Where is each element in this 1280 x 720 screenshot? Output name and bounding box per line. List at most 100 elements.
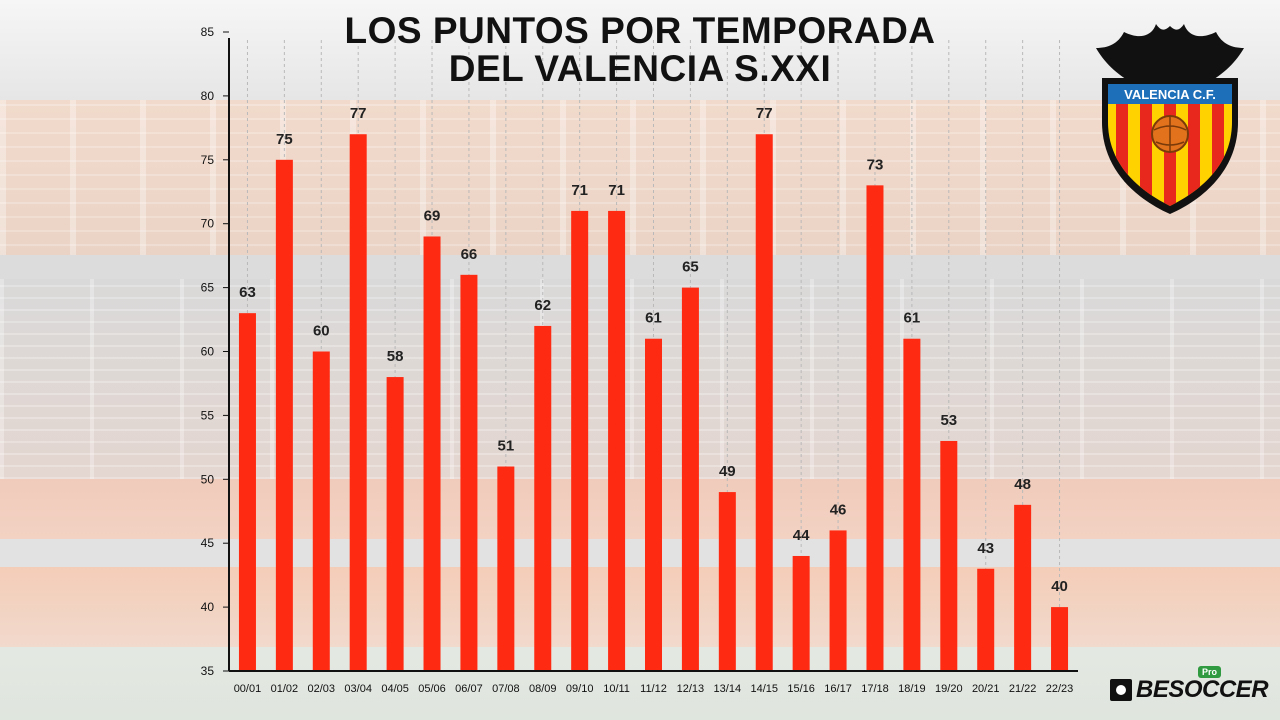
value-label: 75 <box>276 131 293 148</box>
bar <box>755 134 773 672</box>
value-label: 66 <box>461 246 478 263</box>
category-label: 13/14 <box>714 683 742 695</box>
value-label: 73 <box>867 156 884 173</box>
value-label: 77 <box>756 105 773 122</box>
bar <box>238 313 256 671</box>
y-tick-label: 55 <box>201 408 215 422</box>
category-label: 03/04 <box>344 683 372 695</box>
chart-title: LOS PUNTOS POR TEMPORADA DEL VALENCIA S.… <box>300 12 980 88</box>
value-label: 77 <box>350 105 367 122</box>
y-tick-label: 65 <box>201 281 215 295</box>
y-tick-label: 75 <box>201 153 215 167</box>
category-label: 12/13 <box>677 683 705 695</box>
category-label: 19/20 <box>935 683 963 695</box>
bar <box>977 568 995 671</box>
category-label: 06/07 <box>455 683 483 695</box>
category-label: 04/05 <box>381 683 409 695</box>
category-label: 11/12 <box>640 683 667 695</box>
besoccer-logo: BESOCCER Pro <box>1110 666 1269 704</box>
background-lower-stand <box>0 479 1280 539</box>
y-tick-label: 80 <box>201 89 215 103</box>
chart-title-line-2: DEL VALENCIA S.XXI <box>448 48 832 89</box>
bar <box>866 185 884 672</box>
y-tick-label: 70 <box>201 217 215 231</box>
category-label: 18/19 <box>898 683 926 695</box>
category-label: 21/22 <box>1009 683 1037 695</box>
value-label: 51 <box>498 438 515 455</box>
background-sky <box>0 0 1280 100</box>
bar <box>386 377 404 671</box>
bar <box>792 555 810 671</box>
bar <box>423 236 441 672</box>
background-upper-stand <box>0 100 1280 260</box>
value-label: 48 <box>1014 476 1031 493</box>
value-label: 61 <box>645 310 662 327</box>
category-label: 22/23 <box>1046 683 1074 695</box>
chart-title-line-1: LOS PUNTOS POR TEMPORADA <box>344 10 936 51</box>
bar <box>349 134 367 672</box>
bat-icon <box>1096 24 1244 84</box>
category-label: 14/15 <box>750 683 778 695</box>
value-label: 60 <box>313 323 330 340</box>
y-tick-label: 45 <box>201 536 215 550</box>
value-label: 61 <box>904 310 921 327</box>
background-middle-stand <box>0 279 1280 479</box>
category-label: 08/09 <box>529 683 557 695</box>
category-label: 16/17 <box>824 683 852 695</box>
value-label: 71 <box>571 182 588 199</box>
value-label: 40 <box>1051 578 1068 595</box>
category-label: 07/08 <box>492 683 520 695</box>
category-label: 17/18 <box>861 683 889 695</box>
y-tick-label: 35 <box>201 664 215 678</box>
category-label: 10/11 <box>603 683 630 695</box>
category-label: 09/10 <box>566 683 594 695</box>
category-label: 01/02 <box>271 683 299 695</box>
bar <box>571 210 589 672</box>
y-tick-label: 85 <box>201 25 215 39</box>
value-label: 53 <box>940 412 957 429</box>
value-label: 46 <box>830 501 847 518</box>
bar <box>460 274 478 671</box>
value-label: 71 <box>608 182 625 199</box>
value-label: 62 <box>534 297 551 314</box>
value-label: 69 <box>424 207 441 224</box>
x-tick-labels: 00/01 01/02 02/03 03/04 04/05 05/06 06/07 07/08… <box>234 683 1074 695</box>
category-label: 00/01 <box>234 683 262 695</box>
value-label: 49 <box>719 463 736 480</box>
bar <box>940 440 958 671</box>
brand-name: BESOCCER <box>1136 676 1269 703</box>
bar <box>681 287 699 671</box>
category-label: 15/16 <box>787 683 815 695</box>
value-labels: 63 75 60 77 58 69 66 51 62 71 71 61 65 49 77 44 46 73 61 53… <box>239 105 1068 595</box>
value-label: 65 <box>682 259 699 276</box>
value-label: 58 <box>387 348 404 365</box>
bar <box>534 325 552 671</box>
besoccer-mark-icon <box>1110 679 1132 701</box>
pro-badge: Pro <box>1198 666 1222 678</box>
bar <box>829 530 847 671</box>
bar <box>1014 504 1032 671</box>
bars <box>238 134 1069 672</box>
category-label: 02/03 <box>308 683 336 695</box>
bar <box>1051 607 1069 671</box>
crest-text: VALENCIA C.F. <box>1124 87 1216 102</box>
category-label: 20/21 <box>972 683 1000 695</box>
bar <box>275 159 293 672</box>
y-tick-label: 60 <box>201 345 215 359</box>
category-label: 05/06 <box>418 683 446 695</box>
background-band <box>0 255 1280 279</box>
bar <box>312 351 330 671</box>
value-label: 44 <box>793 527 810 544</box>
value-label: 43 <box>977 540 994 557</box>
background-ad-boards <box>0 539 1280 567</box>
value-label: 63 <box>239 284 256 301</box>
axes <box>223 31 1078 672</box>
y-tick-label: 40 <box>201 600 215 614</box>
bar <box>608 210 626 672</box>
bar <box>645 338 662 671</box>
bar <box>718 492 736 671</box>
valencia-crest-logo: VALENCIA C.F. <box>1096 24 1244 214</box>
bar <box>497 466 515 671</box>
